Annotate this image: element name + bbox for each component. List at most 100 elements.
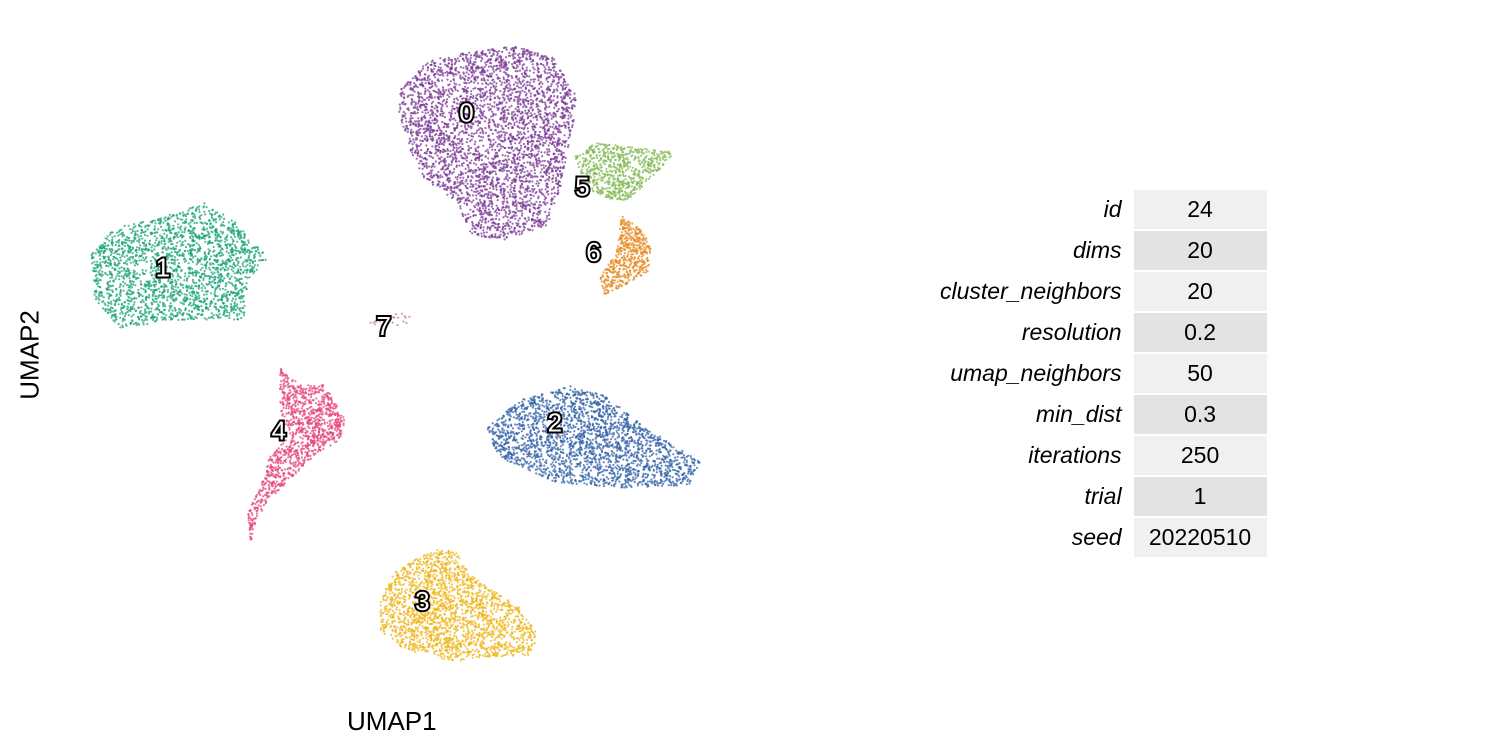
data-point xyxy=(145,244,148,247)
data-point xyxy=(491,79,494,82)
data-point xyxy=(488,49,491,52)
data-point xyxy=(420,103,424,107)
data-point xyxy=(412,106,415,109)
data-point xyxy=(495,64,498,67)
data-point xyxy=(476,93,479,96)
data-point xyxy=(501,227,504,230)
data-point xyxy=(434,113,437,116)
data-point xyxy=(544,224,548,227)
data-point xyxy=(187,209,190,212)
data-point xyxy=(409,124,412,127)
data-point xyxy=(498,61,501,64)
data-point xyxy=(551,126,554,129)
data-point xyxy=(430,60,433,63)
data-point xyxy=(180,309,183,312)
data-point xyxy=(445,174,448,177)
data-point xyxy=(465,71,468,74)
data-point xyxy=(524,109,527,112)
data-point xyxy=(494,156,497,159)
data-point xyxy=(481,190,484,193)
data-point xyxy=(535,114,539,117)
data-point xyxy=(482,73,485,76)
data-point xyxy=(440,156,443,159)
data-point xyxy=(499,117,503,120)
data-point xyxy=(106,244,109,247)
data-point xyxy=(551,66,554,69)
data-point xyxy=(477,67,480,70)
data-point xyxy=(427,165,431,168)
data-point xyxy=(166,298,169,302)
data-point xyxy=(141,318,144,322)
data-point xyxy=(209,292,213,295)
data-point xyxy=(501,201,504,204)
data-point xyxy=(507,75,510,78)
data-point xyxy=(121,253,124,256)
data-point xyxy=(118,278,121,281)
data-point xyxy=(440,108,443,111)
data-point xyxy=(553,152,556,155)
data-point xyxy=(554,115,558,118)
data-point xyxy=(424,73,427,76)
data-point xyxy=(489,194,492,197)
data-point xyxy=(502,202,505,206)
data-point xyxy=(181,221,185,224)
data-point xyxy=(148,239,152,242)
data-point xyxy=(248,269,251,272)
data-point xyxy=(533,112,536,115)
data-point xyxy=(428,78,431,81)
data-point xyxy=(490,181,493,184)
data-point xyxy=(445,138,448,141)
data-point xyxy=(249,264,252,267)
data-point xyxy=(425,136,429,139)
data-point xyxy=(188,207,191,210)
data-point xyxy=(240,310,243,313)
data-point xyxy=(466,86,470,90)
data-point xyxy=(562,166,565,169)
data-point xyxy=(115,231,119,234)
data-point xyxy=(537,157,541,160)
data-point xyxy=(166,288,170,291)
data-point xyxy=(545,169,548,172)
data-point xyxy=(523,75,526,78)
data-point xyxy=(557,189,560,192)
data-point xyxy=(146,228,149,231)
data-point xyxy=(544,111,547,114)
data-point xyxy=(522,186,525,189)
data-point xyxy=(521,176,525,179)
data-point xyxy=(425,144,428,147)
data-point xyxy=(540,117,543,120)
data-point xyxy=(532,140,535,143)
data-point xyxy=(502,78,506,81)
data-point xyxy=(513,186,516,190)
data-point xyxy=(417,149,420,153)
data-point xyxy=(563,145,567,148)
data-point xyxy=(448,83,451,86)
data-point xyxy=(494,91,497,94)
data-point xyxy=(197,286,200,289)
data-point xyxy=(504,154,507,157)
data-point xyxy=(550,117,553,120)
data-point xyxy=(451,107,454,110)
data-point xyxy=(519,92,522,95)
data-point xyxy=(445,130,448,133)
data-point xyxy=(516,153,520,156)
data-point xyxy=(420,156,423,159)
data-point xyxy=(544,196,548,200)
data-point xyxy=(446,78,449,81)
data-point xyxy=(466,182,469,185)
data-point xyxy=(544,188,547,191)
data-point xyxy=(417,102,420,105)
data-point xyxy=(123,282,126,285)
data-point xyxy=(458,131,461,134)
data-point xyxy=(106,273,109,276)
data-point xyxy=(497,123,500,126)
data-point xyxy=(104,272,107,275)
data-point xyxy=(481,154,484,157)
data-point xyxy=(472,162,476,165)
data-point xyxy=(411,98,414,102)
data-point xyxy=(256,248,259,251)
data-point xyxy=(480,235,483,238)
data-point xyxy=(455,157,458,160)
data-point xyxy=(494,125,497,128)
data-point xyxy=(552,69,556,72)
